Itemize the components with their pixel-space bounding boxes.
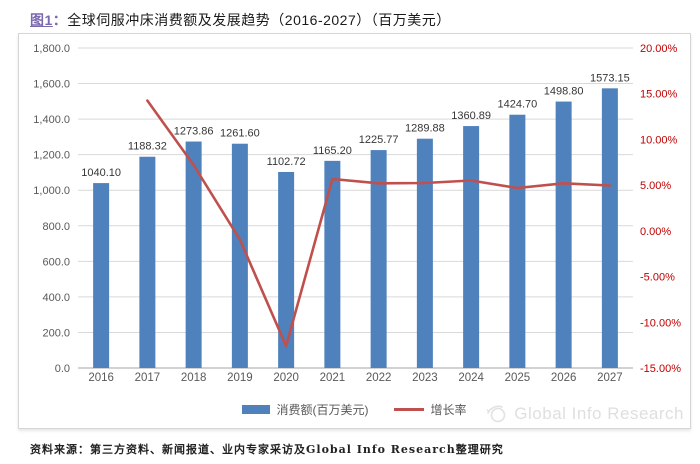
left-axis-tick-label: 200.0: [42, 327, 70, 339]
source-note: 资料来源：第三方资料、新闻报道、业内专家采访及Global Info Resea…: [30, 443, 504, 456]
bar-value-label: 1188.32: [128, 141, 167, 153]
bar-value-label: 1360.89: [451, 110, 491, 122]
bar-value-label: 1273.86: [174, 126, 214, 138]
legend-item-consumption: 消费额(百万美元): [242, 401, 368, 418]
bar-2027: [601, 88, 618, 368]
chart-legend: 消费额(百万美元) 增长率: [19, 400, 690, 418]
left-axis-tick-label: 600.0: [42, 256, 70, 268]
x-axis-tick-label: 2019: [227, 372, 253, 384]
figure-title-text: 全球伺服冲床消费额及发展趋势（2016-2027）（百万美元）: [67, 12, 451, 28]
x-axis-tick-label: 2023: [412, 372, 438, 384]
bar-2025: [509, 114, 526, 368]
bar-2016: [93, 183, 110, 368]
x-axis-tick-label: 2024: [458, 372, 484, 384]
bar-2024: [463, 126, 480, 369]
bar-value-label: 1573.15: [590, 72, 630, 84]
x-axis-tick-label: 2017: [135, 372, 161, 384]
bar-2019: [231, 143, 248, 368]
x-axis-tick-label: 2025: [505, 372, 531, 384]
bar-value-label: 1040.10: [81, 167, 121, 179]
figure-title: 图1：全球伺服冲床消费额及发展趋势（2016-2027）（百万美元）: [30, 10, 451, 30]
bar-value-label: 1102.72: [267, 156, 306, 168]
bar-2021: [324, 160, 341, 368]
combo-chart: 1,800.0 1,600.0 1,400.0 1,200.0 1,000.0 800.0…: [33, 43, 681, 384]
right-axis-tick-label: 10.00%: [640, 134, 678, 146]
bar-value-label: 1498.80: [544, 86, 584, 98]
left-axis-tick-label: 1,800.0: [33, 43, 70, 55]
left-axis-tick-label: 1,000.0: [33, 185, 70, 197]
bar-2022: [370, 150, 387, 368]
x-axis-tick-label: 2016: [88, 372, 114, 384]
x-axis-tick-label: 2027: [597, 372, 623, 384]
right-axis-tick-label: 15.00%: [640, 89, 678, 101]
right-axis-tick-label: -5.00%: [640, 272, 675, 284]
legend-label-growth: 增长率: [430, 402, 467, 417]
bar-value-label: 1165.20: [313, 145, 352, 157]
figure-number: 图1: [30, 12, 53, 28]
x-axis-tick-label: 2018: [181, 372, 207, 384]
bar-2017: [139, 156, 156, 368]
bar-swatch-icon: [242, 404, 271, 414]
bar-value-label: 1261.60: [220, 128, 260, 140]
left-axis-tick-label: 1,400.0: [33, 114, 70, 126]
left-axis-tick-label: 400.0: [42, 292, 70, 304]
x-axis-tick-label: 2020: [273, 372, 299, 384]
right-axis-tick-label: 5.00%: [640, 180, 671, 192]
bar-value-label: 1289.88: [405, 123, 445, 135]
x-axis-tick-label: 2022: [366, 372, 392, 384]
x-axis-tick-label: 2021: [320, 372, 346, 384]
legend-label-consumption: 消费额(百万美元): [276, 402, 369, 417]
x-axis-tick-label: 2026: [551, 372, 577, 384]
bar-2023: [416, 138, 433, 368]
line-swatch-icon: [394, 407, 425, 411]
bar-value-label: 1424.70: [497, 99, 537, 111]
left-axis-tick-label: 800.0: [42, 221, 70, 233]
figure-title-separator: ：: [52, 12, 68, 28]
left-axis-tick-label: 1,200.0: [33, 150, 70, 162]
right-axis-tick-label: 20.00%: [640, 43, 678, 55]
growth-rate-line: [146, 99, 612, 348]
bar-2020: [278, 171, 295, 368]
bar-2026: [555, 101, 572, 369]
legend-item-growth: 增长率: [394, 401, 467, 418]
left-axis-tick-label: 0.0: [55, 363, 70, 375]
left-axis-tick-label: 1,600.0: [33, 79, 70, 91]
bar-value-label: 1225.77: [359, 134, 399, 146]
right-axis-tick-label: -10.00%: [640, 317, 681, 329]
bar-2018: [185, 141, 202, 368]
chart-panel: 1,800.0 1,600.0 1,400.0 1,200.0 1,000.0 800.0…: [18, 33, 691, 429]
right-axis-tick-label: 0.00%: [640, 226, 671, 238]
right-axis-tick-label: -15.00%: [640, 363, 681, 375]
